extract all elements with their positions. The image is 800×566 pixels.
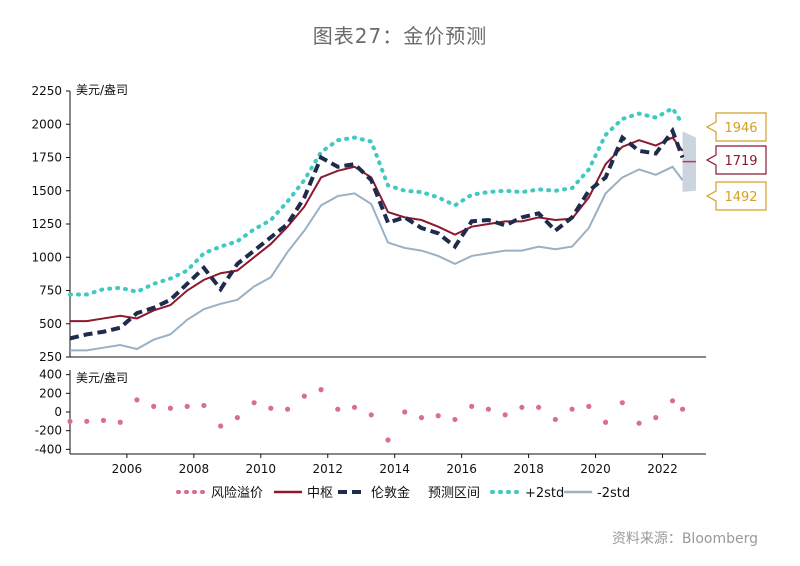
risk-premium-point (234, 415, 240, 421)
bottom-unit-label: 美元/盎司 (76, 371, 128, 385)
legend-label: 风险溢价 (211, 486, 263, 501)
chart-legend: 风险溢价 中枢 伦敦金 预测区间 +2std -2std (176, 485, 630, 501)
risk-premium-point (335, 406, 341, 412)
top-y-tick-label: 250 (39, 350, 62, 364)
top-y-tick-label: 500 (39, 317, 62, 331)
x-tick-label: 2006 (112, 462, 143, 476)
risk-premium-point (536, 404, 542, 410)
x-tick-label: 2012 (312, 462, 343, 476)
forecast-callout-value: 1492 (724, 190, 757, 205)
risk-premium-point (385, 437, 391, 443)
top-unit-label: 美元/盎司 (76, 83, 128, 97)
risk-premium-point (418, 415, 425, 421)
top-y-tick-label: 2250 (31, 84, 62, 98)
bottom-y-tick-label: -400 (35, 442, 62, 456)
risk-premium-point (435, 413, 441, 419)
x-tick-label: 2018 (513, 462, 544, 476)
bottom-y-tick-label: 0 (54, 405, 62, 419)
legend-label: 预测区间 (428, 486, 480, 501)
risk-premium-point (100, 417, 107, 423)
x-tick-label: 2008 (179, 462, 210, 476)
risk-premium-point (368, 412, 374, 418)
risk-premium-point (469, 403, 475, 409)
forecast-callouts: 1946 1719 1492 (705, 112, 767, 211)
risk-premium-point (134, 397, 140, 403)
top-y-tick-label: 1750 (31, 151, 62, 165)
x-tick-label: 2016 (446, 462, 477, 476)
risk-premium-point (452, 416, 458, 423)
forecast-callout-box (705, 145, 767, 175)
top-y-tick-label: 1500 (31, 184, 62, 198)
legend-label: +2std (525, 486, 564, 501)
legend-label: -2std (597, 486, 630, 501)
x-tick-label: 2010 (246, 462, 277, 476)
gold-price-panel: 2250 2000 1750 1500 1250 1000 750 500 250 美元/盎司 (31, 83, 706, 364)
risk-premium-point (268, 405, 274, 411)
risk-premium-point (402, 409, 408, 415)
risk-premium-point (151, 403, 157, 409)
risk-premium-point (301, 393, 307, 399)
risk-premium-point (636, 420, 642, 426)
top-y-tick-label: 1250 (31, 217, 62, 231)
risk-premium-point (284, 406, 291, 412)
legend-label: 中枢 (307, 486, 333, 501)
top-y-tick-label: 750 (39, 284, 62, 298)
risk-premium-point (485, 406, 492, 412)
risk-premium-point (184, 403, 190, 409)
risk-premium-point (318, 387, 324, 393)
risk-premium-point (251, 400, 257, 406)
risk-premium-point (569, 406, 575, 412)
risk-premium-point (167, 405, 174, 411)
series-line--2std (70, 165, 684, 352)
risk-premium-point (67, 418, 73, 424)
source-note: 资料来源：Bloomberg (611, 531, 758, 547)
risk-premium-point (201, 402, 207, 409)
forecast-callout-value: 1946 (724, 121, 757, 136)
risk-premium-point (619, 400, 625, 406)
bottom-y-tick-label: 200 (39, 386, 62, 400)
figure-title: 图表27：金价预测 (312, 24, 488, 48)
forecast-callout-box (705, 181, 767, 211)
top-y-tick-label: 1000 (31, 250, 62, 264)
risk-premium-point (653, 415, 659, 421)
risk-premium-point (552, 416, 558, 423)
risk-premium-point (117, 419, 123, 425)
risk-premium-point (602, 419, 609, 425)
risk-premium-point (218, 423, 224, 429)
risk-premium-point (502, 412, 508, 418)
bottom-y-tick-label: 400 (39, 368, 62, 382)
x-tick-label: 2014 (379, 462, 410, 476)
series-line-伦敦金 (69, 126, 685, 341)
risk-premium-panel: 400 200 0 -200 -400 美元/盎司 2006 2008 2010 2012 2014… (35, 368, 706, 476)
risk-premium-point (586, 403, 592, 409)
x-tick-label: 2022 (647, 462, 678, 476)
bottom-y-tick-label: -200 (35, 424, 62, 438)
risk-premium-point (669, 398, 676, 404)
legend-label: 伦敦金 (371, 485, 410, 501)
forecast-callout-value: 1719 (724, 154, 757, 169)
risk-premium-point (84, 418, 90, 424)
series-line-中枢 (70, 136, 684, 323)
forecast-callout-box (705, 112, 767, 142)
risk-premium-point (679, 406, 686, 412)
risk-premium-point (519, 404, 525, 410)
top-y-tick-label: 2000 (31, 117, 62, 131)
x-tick-label: 2020 (580, 462, 611, 476)
series-line-+2std (68, 105, 685, 297)
risk-premium-point (351, 404, 358, 410)
